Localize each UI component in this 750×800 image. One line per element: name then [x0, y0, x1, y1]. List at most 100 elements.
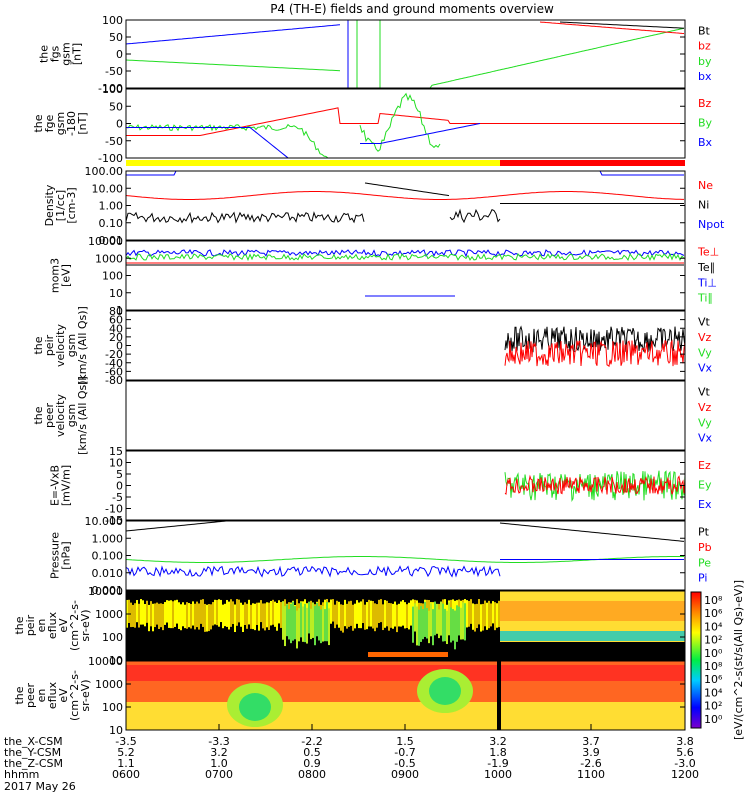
colorbar-tick: 10⁸ — [704, 594, 723, 607]
legend-temp-ti⊥: Ti⊥ — [697, 276, 717, 289]
xaxis-value: -2.6 — [580, 757, 601, 770]
ytick-label: -60 — [105, 365, 123, 378]
ytick-label: 10000 — [88, 235, 123, 248]
xaxis-value: 3.8 — [676, 735, 694, 748]
legend-peir-vt: Vt — [698, 316, 711, 329]
xaxis-row-label: the_Z-CSM — [4, 757, 63, 770]
panel-temp: 10000 1000 100 10 1 mom3[eV] Te⊥ Te∥ Ti⊥ Ti∥ — [49, 235, 720, 317]
legend-fge-by: By — [698, 117, 713, 130]
ytick-label: 1000 — [95, 252, 123, 265]
ytick-label: 1.000 — [92, 532, 124, 545]
ytick-label: 80 — [109, 305, 123, 318]
ylabel-line: [nPa] — [60, 541, 73, 569]
series-by — [126, 123, 340, 158]
xaxis-row-label: the_X-CSM — [4, 735, 63, 748]
ylabel-line: [cm-3] — [65, 187, 78, 223]
panel-density-frame — [125, 170, 686, 241]
figure-title: P4 (TH-E) fields and ground moments over… — [270, 2, 554, 16]
series-by — [126, 59, 341, 72]
colorbar-tick: 10⁶ — [704, 607, 723, 620]
ytick-label: -100 — [98, 82, 123, 95]
series-by-2 — [420, 27, 685, 88]
panel-peir-plot — [504, 325, 685, 368]
ytick-label: -100 — [98, 152, 123, 165]
legend-density-ni: Ni — [698, 199, 709, 212]
ylabel-line: sr-eV) — [79, 609, 92, 641]
panel-pressure-plot — [126, 521, 685, 578]
ytick-label: -50 — [105, 135, 123, 148]
legend-fge-bx: Bx — [698, 136, 713, 149]
ylabel-line: [km/s (All Qs)] — [76, 376, 89, 455]
ylabel-line: eflux — [46, 611, 59, 639]
xaxis-row-label: hhmm — [4, 768, 39, 781]
ytick-label: 10000 — [88, 655, 123, 668]
legend-fgs-by: by — [698, 55, 712, 68]
ytick-label: 100 — [102, 14, 123, 27]
colorbar-tick: 10⁰ — [704, 647, 723, 660]
ytick-label: 100 — [102, 701, 123, 714]
ytick-label: -5 — [112, 491, 123, 504]
legend-fge-bz: Bz — [698, 97, 712, 110]
ylabel-line: eV — [57, 618, 70, 633]
xaxis-value: 1200 — [671, 768, 699, 781]
panel-pressure-frame — [125, 520, 686, 591]
panel-fgs-frame — [125, 19, 686, 89]
legend-fgs-bz: bz — [698, 40, 711, 53]
ytick-label: 5 — [116, 468, 123, 481]
series-ez — [504, 474, 685, 495]
panel-peer_en-plot — [126, 661, 685, 730]
series-bx — [126, 24, 341, 45]
ytick-label: 1.00 — [99, 200, 124, 213]
ytick-label: 1000 — [95, 608, 123, 621]
xaxis-value: 5.6 — [676, 746, 694, 759]
legend-fgs-bx: bx — [698, 70, 712, 83]
colorbar — [690, 591, 702, 729]
ytick-label: -15 — [105, 514, 123, 527]
xaxis-value: 0800 — [298, 768, 326, 781]
legend-temp-te⊥: Te⊥ — [697, 246, 719, 259]
xaxis-value: 3.2 — [210, 746, 228, 759]
ylabel-line: velocity — [54, 394, 67, 437]
panel-peir_en-frame — [125, 590, 686, 661]
panel-efield-ylabel: E=-VxB[mV/m] — [49, 465, 73, 506]
ytick-label: 0.01 — [99, 234, 124, 247]
ylabel-line: [nT] — [71, 43, 84, 65]
legend-efield-ey: Ey — [698, 479, 712, 492]
ylabel-line: the — [13, 616, 26, 634]
ylabel-line: fge — [43, 114, 56, 132]
ylabel-line: the — [32, 114, 45, 132]
legend-pressure-pe: Pe — [698, 556, 711, 569]
xaxis-value: 0700 — [205, 768, 233, 781]
xaxis-value: 1000 — [484, 768, 512, 781]
ylabel-line: [mV/m] — [60, 465, 73, 506]
series-bt — [559, 21, 685, 29]
legend-pressure-pi: Pi — [698, 572, 707, 585]
ylabel-line: (cm^2-s- — [68, 670, 81, 721]
ylabel-line: the — [32, 406, 45, 424]
ytick-label: 0.001 — [92, 584, 124, 597]
ylabel-line: gsm — [54, 112, 67, 135]
ylabel-line: [nT] — [76, 112, 89, 134]
panel-peer-frame — [125, 380, 686, 451]
xaxis-value: -3.5 — [115, 735, 136, 748]
ylabel-line: en — [35, 689, 48, 703]
ylabel-line: -180 — [65, 111, 78, 136]
series-vt — [504, 325, 685, 353]
ytick-label: 100 — [102, 83, 123, 96]
ytick-label: 10 — [109, 654, 123, 667]
ytick-label: 100 — [102, 631, 123, 644]
series-pt — [126, 521, 240, 532]
legend-fgs-bt: Bt — [698, 25, 711, 38]
status-bar-red — [500, 160, 685, 166]
ytick-label: 10 — [109, 724, 123, 737]
panel-peer_en: 10000 1000 100 10 thepeerenefluxeV(cm^2-s-sr… — [13, 655, 686, 737]
ytick-label: 20 — [109, 331, 123, 344]
ytick-label: -10 — [105, 503, 123, 516]
ytick-label: 0 — [116, 118, 123, 131]
